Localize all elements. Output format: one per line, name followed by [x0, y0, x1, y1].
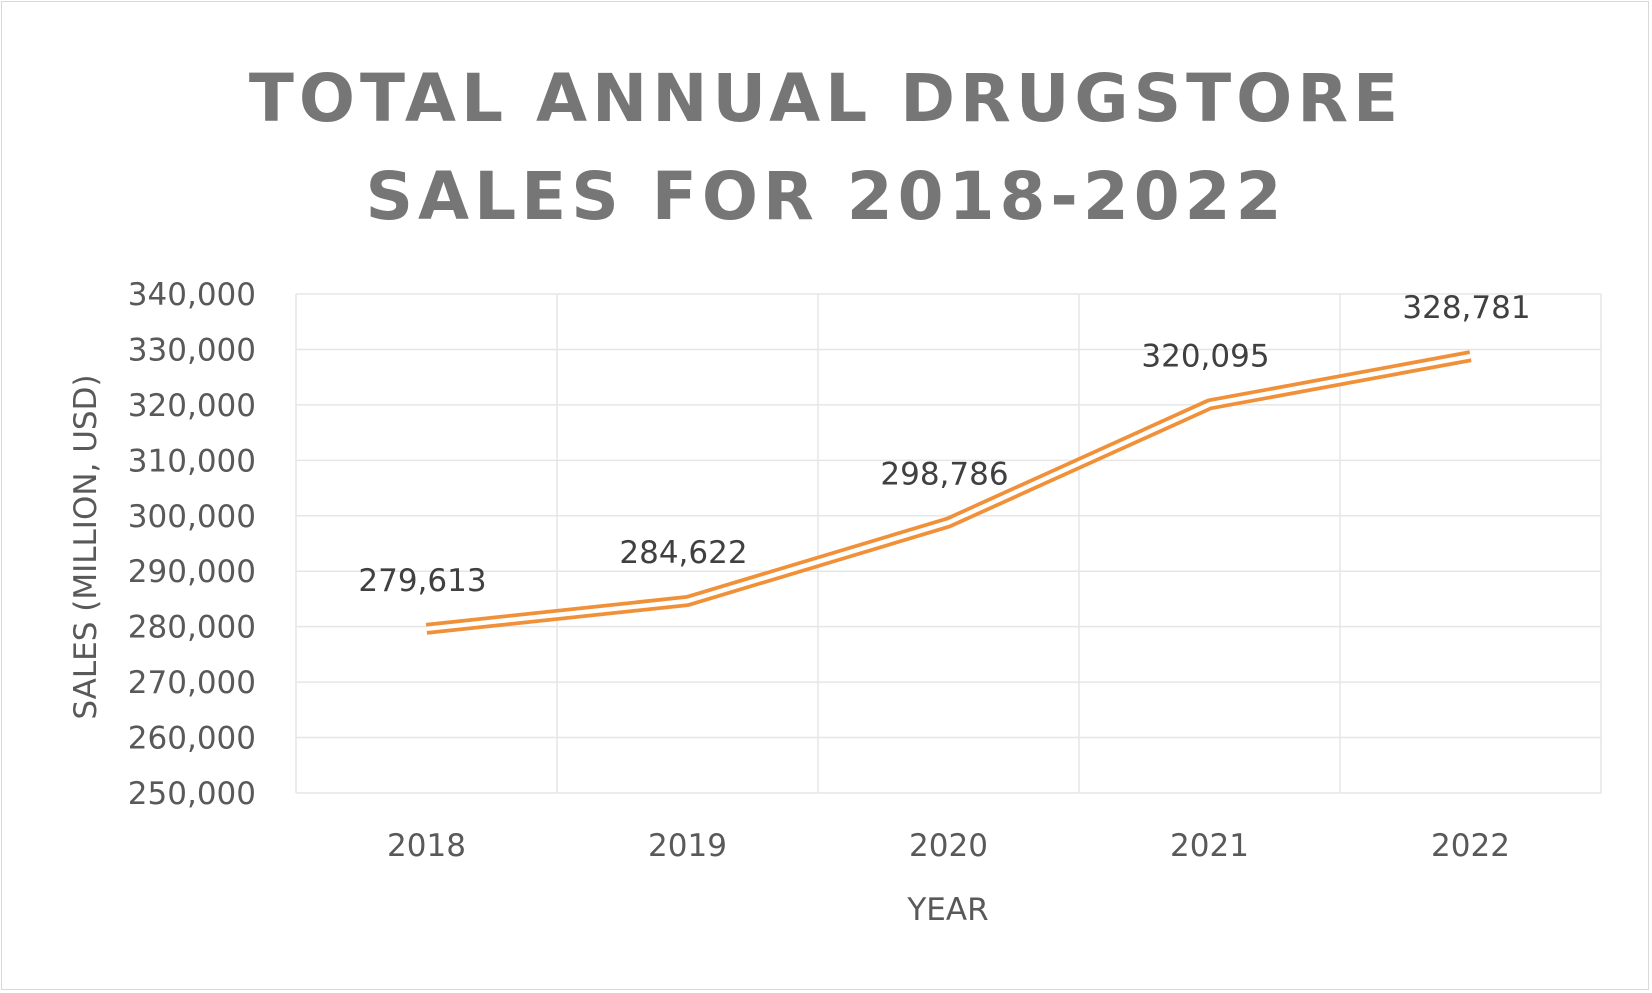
series-line-inner [426, 353, 1471, 632]
x-tick-label: 2020 [909, 828, 988, 864]
chart-title: TOTAL ANNUAL DRUGSTORE SALES FOR 2018-20… [248, 60, 1404, 235]
y-tick-label: 250,000 [128, 776, 256, 812]
y-tick-label: 300,000 [128, 499, 256, 535]
x-tick-label: 2022 [1431, 828, 1510, 864]
y-tick-label: 320,000 [128, 388, 256, 424]
x-tick-label: 2018 [387, 828, 466, 864]
y-tick-label: 330,000 [128, 332, 256, 368]
data-labels: 279,613 284,622 298,786 320,095 328,781 [358, 290, 1530, 599]
y-tick-label: 340,000 [128, 277, 256, 313]
y-tick-label: 270,000 [128, 665, 256, 701]
data-label: 320,095 [1141, 338, 1269, 374]
series-line-sales [425, 350, 1472, 635]
y-tick-label: 310,000 [128, 443, 256, 479]
y-tick-label: 260,000 [128, 721, 256, 757]
y-tick-label: 290,000 [128, 554, 256, 590]
x-axis-title: YEAR [906, 892, 988, 928]
x-tick-label: 2021 [1170, 828, 1249, 864]
data-label: 284,622 [619, 535, 747, 571]
y-axis-ticks: 250,000 260,000 270,000 280,000 290,000 300,0… [128, 277, 256, 812]
data-label: 328,781 [1402, 290, 1530, 326]
y-tick-label: 280,000 [128, 610, 256, 646]
data-label: 298,786 [880, 457, 1008, 493]
y-axis-title: SALES (MILLION, USD) [68, 374, 104, 719]
x-axis-ticks: 2018 2019 2020 2021 2022 [387, 828, 1510, 864]
x-tick-label: 2019 [648, 828, 727, 864]
gridlines [295, 293, 1602, 794]
data-label: 279,613 [358, 563, 486, 599]
